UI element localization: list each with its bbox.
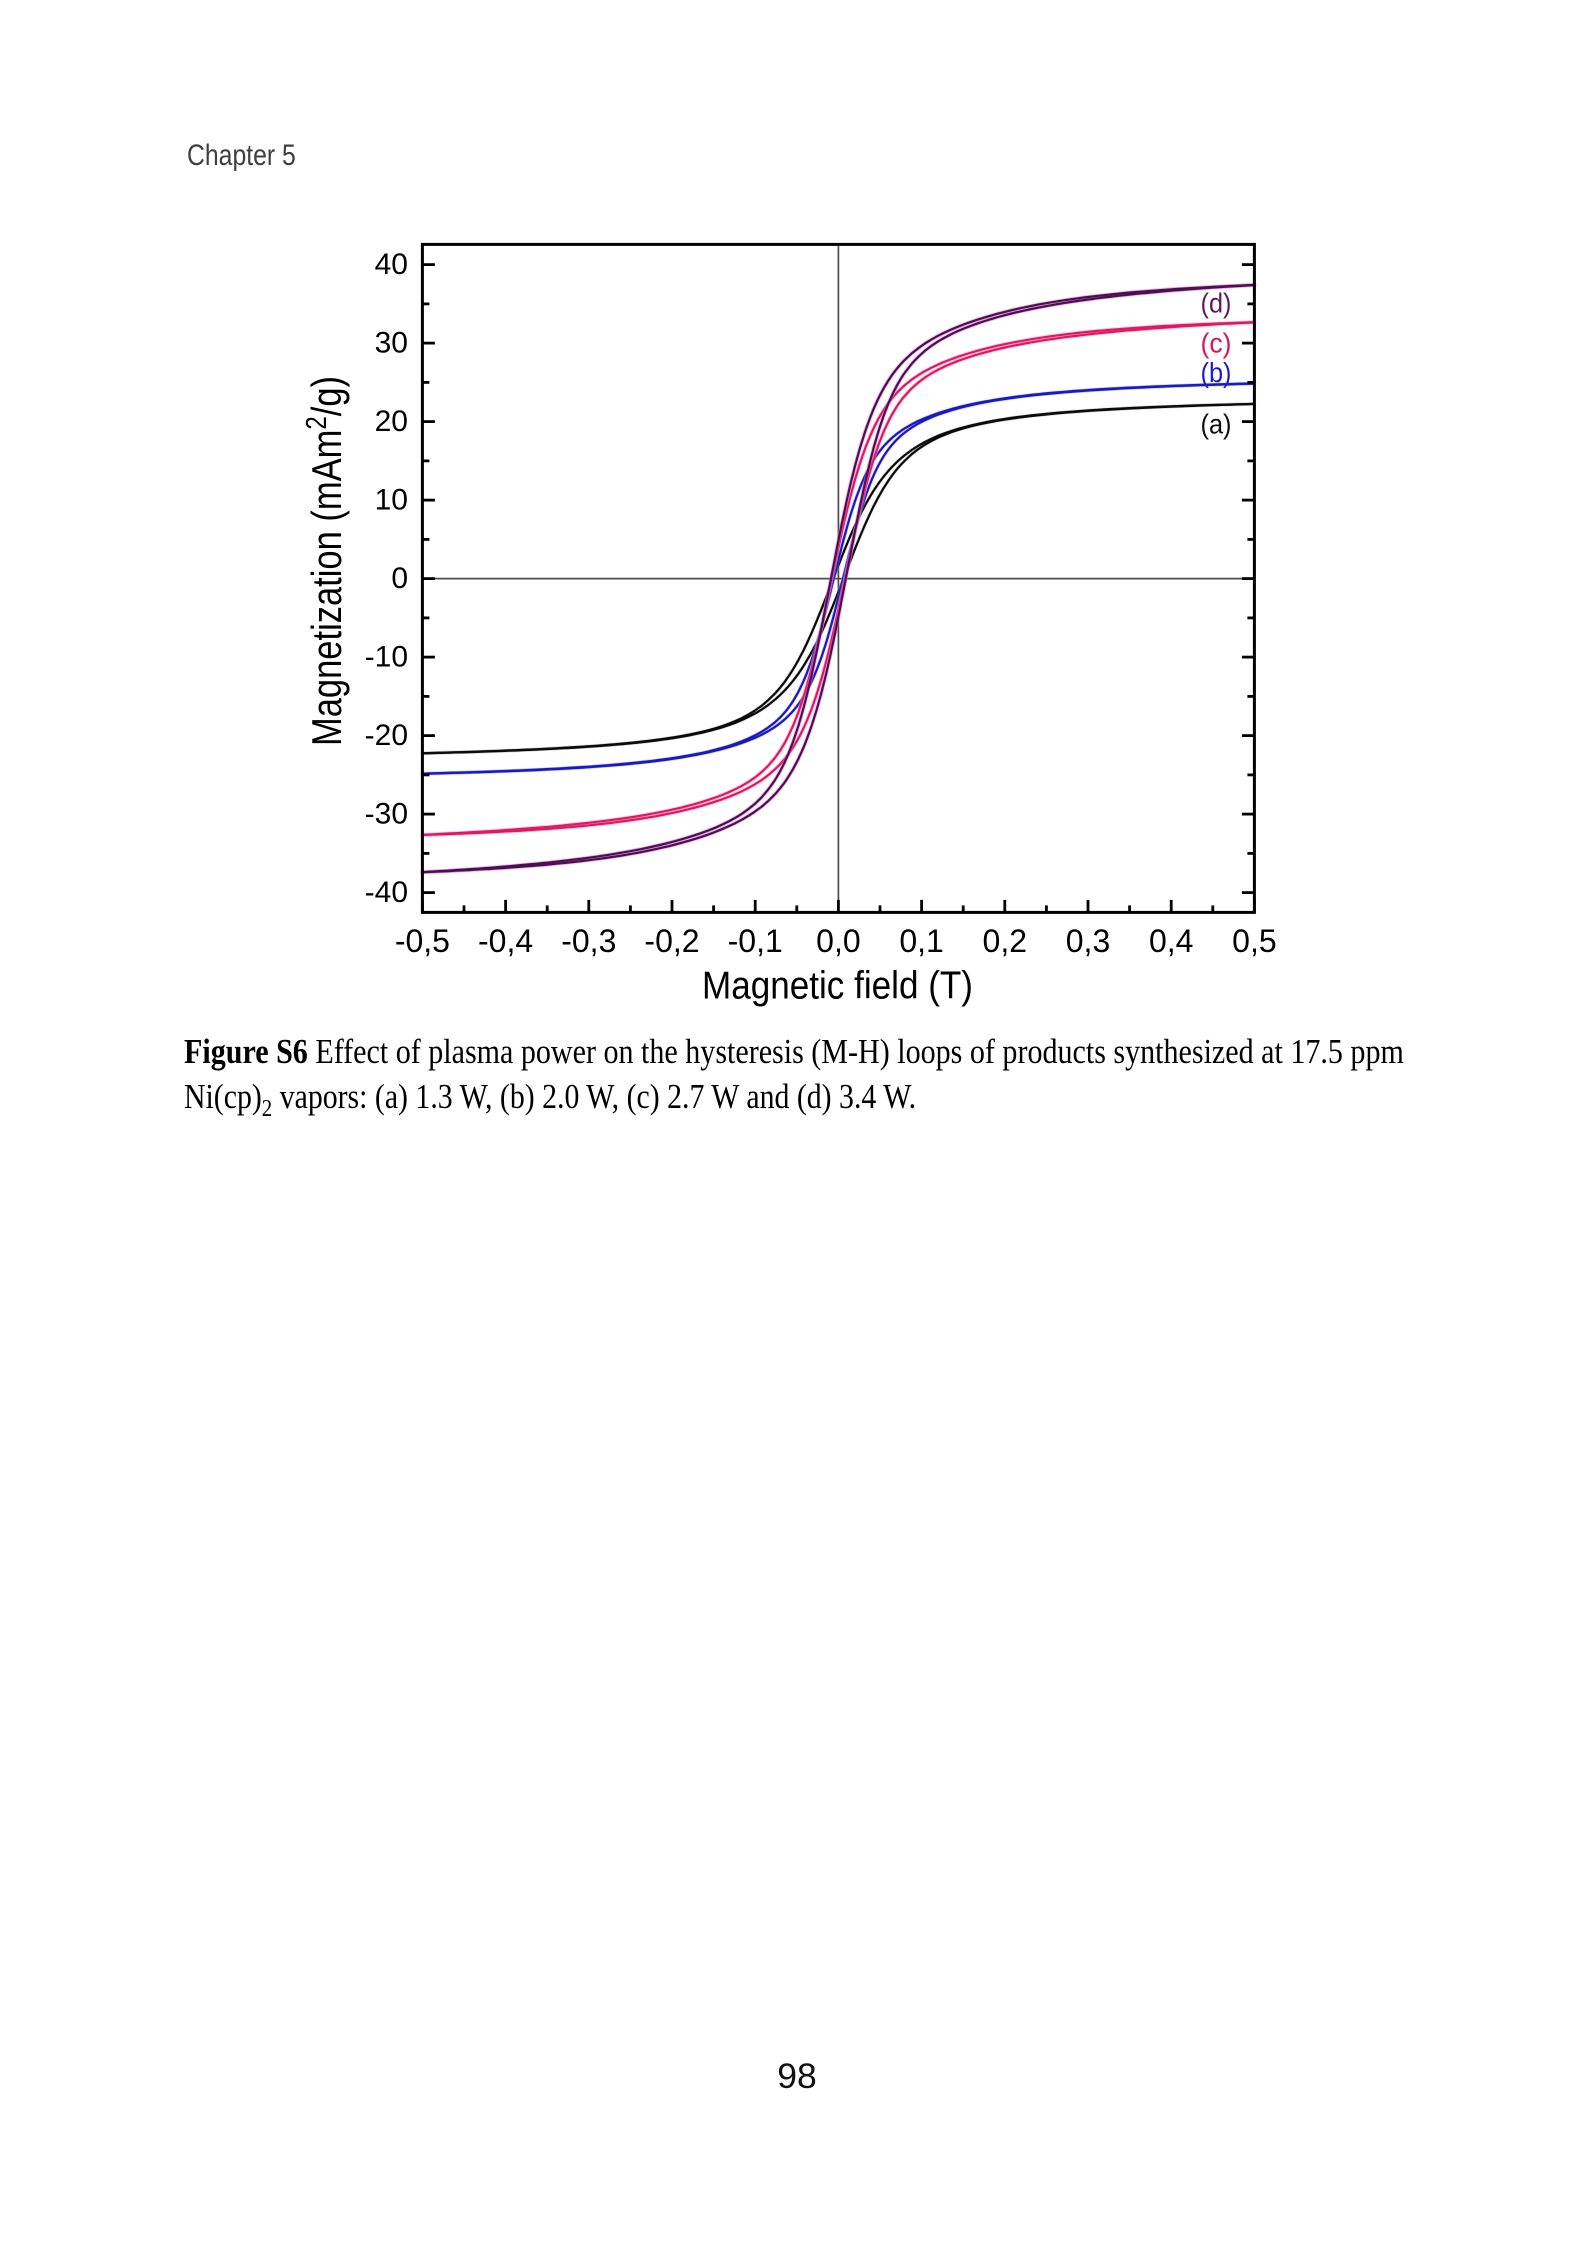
svg-text:Magnetic field (T): Magnetic field (T) (702, 965, 973, 1008)
svg-text:(d): (d) (1201, 288, 1232, 319)
svg-text:-40: -40 (365, 876, 408, 909)
svg-text:-0,5: -0,5 (395, 923, 450, 959)
svg-text:-20: -20 (365, 719, 408, 752)
svg-text:0: 0 (391, 562, 408, 595)
svg-text:(c): (c) (1201, 327, 1232, 358)
svg-text:0,0: 0,0 (816, 923, 860, 959)
svg-text:0,1: 0,1 (899, 923, 943, 959)
svg-text:(b): (b) (1201, 357, 1232, 388)
svg-text:-0,2: -0,2 (644, 923, 699, 959)
svg-text:0,4: 0,4 (1149, 923, 1193, 959)
svg-text:0,5: 0,5 (1232, 923, 1276, 959)
svg-text:0,3: 0,3 (1066, 923, 1110, 959)
svg-text:30: 30 (375, 327, 408, 360)
svg-text:Magnetization (mAm2/g): Magnetization (mAm2/g) (301, 376, 350, 746)
svg-text:-10: -10 (365, 641, 408, 674)
svg-text:0,2: 0,2 (983, 923, 1027, 959)
svg-text:-0,1: -0,1 (728, 923, 783, 959)
svg-text:40: 40 (375, 248, 408, 281)
svg-text:20: 20 (375, 405, 408, 438)
svg-text:-30: -30 (365, 798, 408, 831)
svg-text:-0,3: -0,3 (561, 923, 616, 959)
svg-text:10: 10 (375, 484, 408, 517)
svg-text:-0,4: -0,4 (478, 923, 533, 959)
svg-text:(a): (a) (1201, 409, 1232, 440)
